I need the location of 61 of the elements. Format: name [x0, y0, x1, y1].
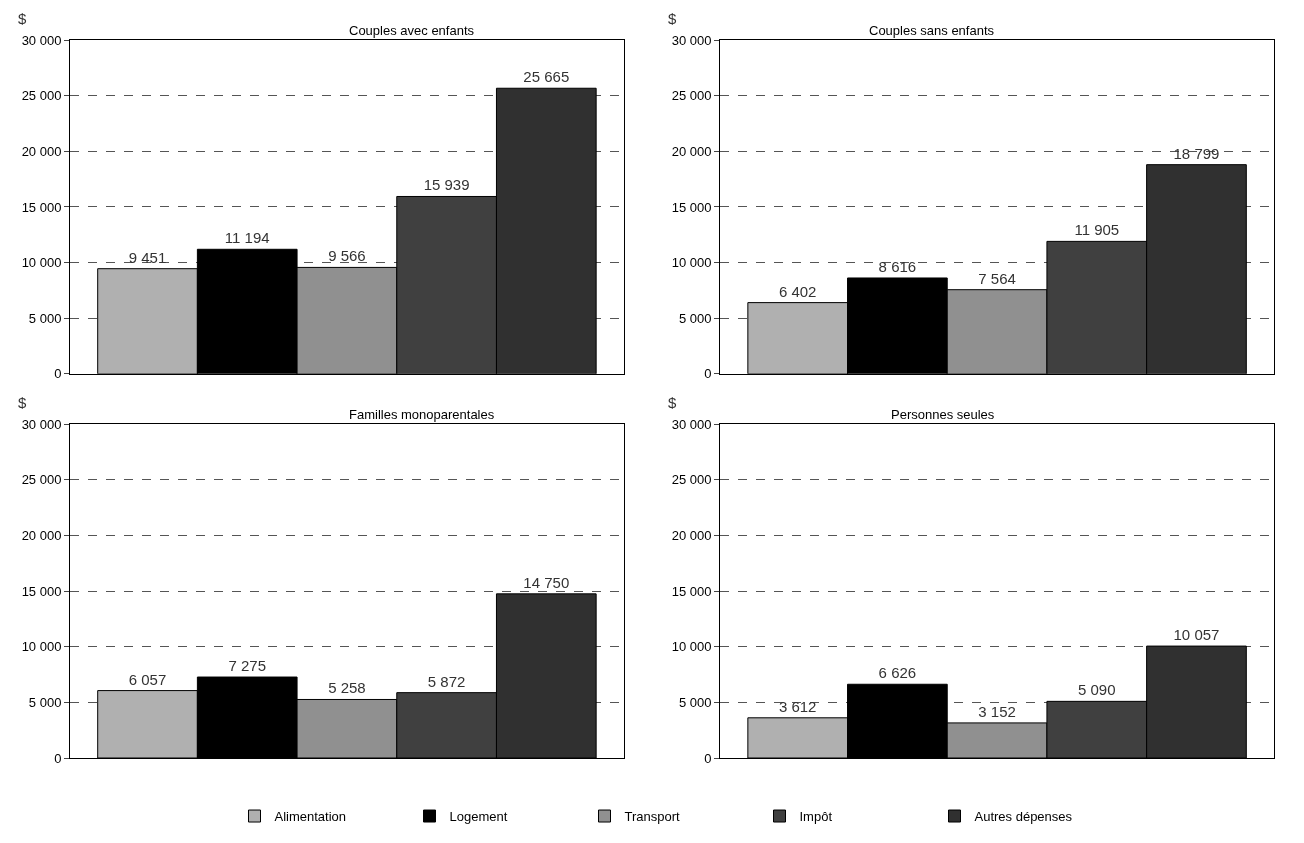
y-axis-title: $: [18, 10, 27, 27]
data-label: 10 057: [1173, 626, 1220, 644]
data-label: 9 566: [328, 247, 366, 265]
data-label: 5 258: [328, 679, 366, 697]
y-tick-label: 20 000: [21, 527, 62, 543]
data-label: 18 799: [1173, 144, 1220, 162]
chart-title: Personnes seules: [891, 407, 995, 422]
y-tick-label: 25 000: [671, 88, 712, 104]
legend-label: Impôt: [799, 809, 833, 825]
y-tick-label: 0: [704, 750, 712, 766]
y-tick-label: 10 000: [21, 255, 62, 271]
data-label: 11 905: [1074, 221, 1120, 239]
y-tick-label: 5 000: [679, 310, 712, 326]
y-tick-label: 5 000: [28, 694, 62, 710]
y-tick-label: 5 000: [679, 694, 712, 710]
chart-title: Couples sans enfants: [869, 23, 995, 38]
data-label: 5 090: [1078, 681, 1116, 699]
legend-label: Transport: [624, 809, 681, 825]
y-tick-label: 15 000: [21, 583, 62, 599]
y-tick-label: 0: [54, 366, 62, 382]
data-label: 3 612: [778, 697, 817, 715]
data-label: 6 057: [128, 670, 167, 688]
y-tick-label: 15 000: [21, 199, 62, 215]
y-tick-label: 10 000: [671, 255, 712, 271]
y-tick-label: 30 000: [21, 32, 62, 48]
y-tick-label: 10 000: [21, 639, 62, 655]
y-axis-title: $: [668, 394, 677, 411]
y-tick-label: 20 000: [21, 143, 62, 159]
data-label: 5 872: [427, 672, 466, 690]
y-tick-label: 20 000: [671, 527, 712, 543]
y-tick-label: 0: [704, 366, 712, 382]
legend-label: Logement: [449, 809, 508, 825]
y-tick-label: 25 000: [21, 472, 62, 488]
y-tick-label: 30 000: [21, 416, 62, 432]
y-axis-title: $: [18, 394, 27, 411]
y-tick-label: 10 000: [671, 639, 712, 655]
data-label: 6 626: [878, 664, 917, 682]
y-tick-label: 20 000: [671, 143, 712, 159]
y-tick-label: 15 000: [671, 583, 712, 599]
y-tick-label: 30 000: [671, 416, 712, 432]
chart-title: Couples avec enfants: [349, 23, 475, 38]
chart-title: Familles monoparentales: [349, 407, 495, 422]
data-label: 6 402: [778, 282, 817, 300]
data-label: 25 665: [523, 68, 570, 86]
data-label: 11 194: [224, 229, 270, 247]
data-label: 15 939: [423, 176, 470, 194]
legend-label: Autres dépenses: [974, 809, 1073, 825]
y-axis-title: $: [668, 10, 677, 27]
data-label: 3 152: [978, 702, 1016, 720]
y-tick-label: 5 000: [28, 310, 62, 326]
data-label: 9 451: [128, 248, 167, 266]
y-tick-label: 30 000: [671, 32, 712, 48]
y-tick-label: 15 000: [671, 199, 712, 215]
data-label: 7 275: [228, 657, 266, 675]
y-tick-label: 25 000: [671, 472, 712, 488]
data-label: 7 564: [978, 269, 1016, 287]
y-tick-label: 25 000: [21, 88, 62, 104]
data-label: 8 616: [878, 257, 917, 275]
data-label: 14 750: [523, 573, 570, 591]
y-tick-label: 0: [54, 750, 62, 766]
legend-label: Alimentation: [274, 809, 347, 825]
